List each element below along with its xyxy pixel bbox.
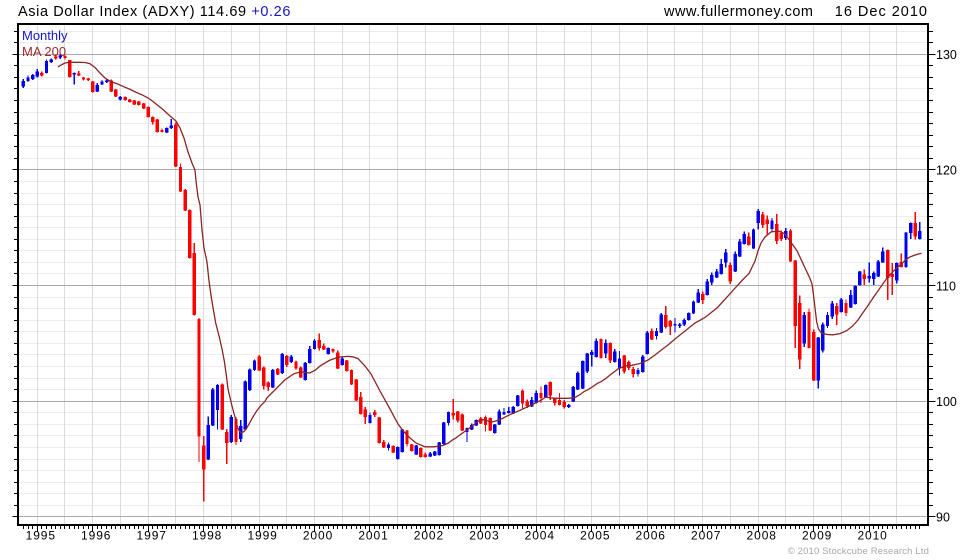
- svg-text:1998: 1998: [192, 529, 222, 543]
- svg-text:1999: 1999: [247, 529, 277, 543]
- svg-text:Monthly: Monthly: [22, 28, 68, 43]
- svg-text:www.fullermoney.com: www.fullermoney.com: [663, 4, 813, 20]
- svg-text:2009: 2009: [802, 529, 832, 543]
- svg-text:Asia Dollar Index (ADXY) 114.6: Asia Dollar Index (ADXY) 114.69 +0.26: [18, 4, 291, 20]
- svg-text:1995: 1995: [26, 529, 56, 543]
- svg-text:MA 200: MA 200: [22, 44, 66, 59]
- svg-text:2004: 2004: [525, 529, 555, 543]
- svg-text:120: 120: [936, 164, 957, 178]
- svg-text:100: 100: [936, 395, 957, 409]
- svg-text:2002: 2002: [414, 529, 444, 543]
- svg-text:1996: 1996: [81, 529, 111, 543]
- svg-text:2003: 2003: [469, 529, 499, 543]
- svg-text:© 2010 Stockcube Research Ltd: © 2010 Stockcube Research Ltd: [788, 546, 929, 557]
- svg-text:16 Dec 2010: 16 Dec 2010: [835, 4, 928, 20]
- svg-text:2006: 2006: [636, 529, 666, 543]
- svg-text:2010: 2010: [857, 529, 887, 543]
- svg-text:90: 90: [936, 511, 950, 525]
- svg-text:2008: 2008: [747, 529, 777, 543]
- svg-text:2007: 2007: [691, 529, 721, 543]
- svg-text:110: 110: [936, 279, 956, 293]
- svg-text:2001: 2001: [358, 529, 388, 543]
- svg-text:2000: 2000: [303, 529, 333, 543]
- svg-text:130: 130: [936, 48, 957, 62]
- svg-text:2005: 2005: [580, 529, 610, 543]
- svg-text:1997: 1997: [137, 529, 167, 543]
